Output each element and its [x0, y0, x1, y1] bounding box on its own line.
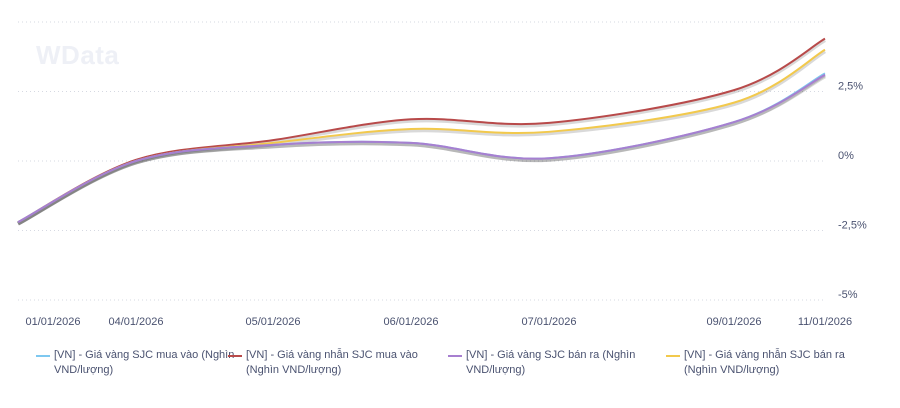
- legend-swatch: [228, 355, 242, 357]
- legend-label: [VN] - Giá vàng SJC bán ra (Nghìn VND/lư…: [466, 349, 636, 376]
- series-line: [17, 48, 826, 224]
- legend-item[interactable]: [VN] - Giá vàng SJC bán ra (Nghìn VND/lư…: [448, 348, 648, 378]
- series-line: [17, 73, 826, 224]
- y-tick-label: 2,5%: [838, 81, 863, 93]
- y-tick-label: -2,5%: [838, 220, 867, 232]
- legend-item[interactable]: [VN] - Giá vàng nhẫn SJC mua vào (Nghìn …: [228, 348, 428, 378]
- y-tick-label: -5%: [838, 289, 858, 301]
- legend-label: [VN] - Giá vàng SJC mua vào (Nghìn VND/l…: [54, 349, 235, 376]
- line-chart: 2,5% 0% -2,5% -5% 01/01/2026 04/01/2026 05/01/…: [17, 21, 867, 328]
- series-shadow: [17, 73, 826, 226]
- legend-swatch: [448, 355, 462, 357]
- series-shadow: [17, 74, 826, 226]
- legend-swatch: [36, 355, 50, 357]
- series-shadow: [17, 49, 827, 226]
- series-line: [17, 72, 826, 224]
- watermark-logo: WData: [36, 40, 120, 70]
- y-tick-label: 0%: [838, 150, 854, 162]
- x-tick-label: 06/01/2026: [383, 316, 438, 328]
- legend-swatch: [666, 355, 680, 357]
- x-tick-label: 11/01/2026: [798, 316, 852, 328]
- x-tick-label: 07/01/2026: [521, 316, 576, 328]
- legend-item[interactable]: [VN] - Giá vàng nhẫn SJC bán ra (Nghìn V…: [666, 348, 866, 378]
- legend-item[interactable]: [VN] - Giá vàng SJC mua vào (Nghìn VND/l…: [36, 348, 236, 378]
- legend-label: [VN] - Giá vàng nhẫn SJC mua vào (Nghìn …: [246, 349, 418, 376]
- series-line: [17, 37, 826, 224]
- x-tick-label: 09/01/2026: [706, 316, 761, 328]
- x-tick-label: 01/01/2026: [25, 316, 80, 328]
- x-tick-label: 05/01/2026: [245, 316, 300, 328]
- legend-label: [VN] - Giá vàng nhẫn SJC bán ra (Nghìn V…: [684, 349, 845, 376]
- x-tick-label: 04/01/2026: [108, 316, 163, 328]
